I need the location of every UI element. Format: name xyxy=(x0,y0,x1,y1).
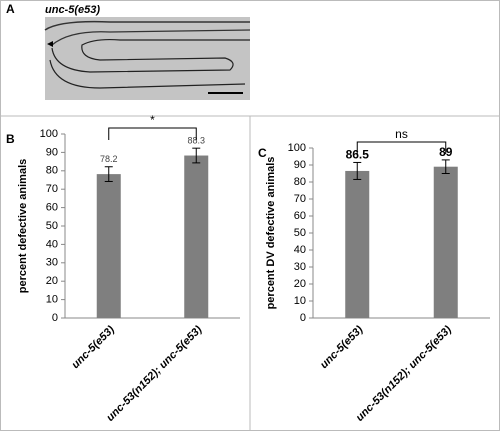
y-tick-label: 60 xyxy=(46,202,58,214)
significance-label: ns xyxy=(395,127,408,141)
y-tick-label: 30 xyxy=(46,257,58,269)
significance-bracket xyxy=(108,127,197,140)
y-tick-label: 10 xyxy=(46,294,58,306)
y-tick-label: 20 xyxy=(46,275,58,287)
bar xyxy=(433,166,458,318)
significance-bracket xyxy=(356,141,447,154)
x-tick-label: unc-5(e53) xyxy=(70,323,118,371)
y-tick-label: 50 xyxy=(294,227,306,239)
value-label: 78.2 xyxy=(100,154,118,164)
y-tick-label: 0 xyxy=(300,312,306,324)
y-tick-label: 70 xyxy=(294,193,306,205)
y-tick-label: 40 xyxy=(294,244,306,256)
y-tick-label: 100 xyxy=(288,142,306,154)
value-label: 86.5 xyxy=(346,148,370,162)
bar xyxy=(184,155,209,318)
y-tick-label: 50 xyxy=(46,220,58,232)
y-tick-label: 10 xyxy=(294,295,306,307)
y-tick-label: 60 xyxy=(294,210,306,222)
value-label: 88.3 xyxy=(187,136,205,146)
y-tick-label: 90 xyxy=(294,159,306,171)
significance-label: * xyxy=(150,113,155,127)
bar xyxy=(345,170,370,318)
y-tick-label: 40 xyxy=(46,238,58,250)
bar xyxy=(96,174,121,318)
image-caption: unc-5(e53) xyxy=(45,4,100,16)
y-tick-label: 100 xyxy=(40,128,58,140)
y-axis-title: percent defective animals xyxy=(17,159,29,294)
y-tick-label: 80 xyxy=(46,165,58,177)
micrograph xyxy=(44,17,251,100)
y-tick-label: 0 xyxy=(52,312,58,324)
panel-label: C xyxy=(258,146,267,160)
panel-label: B xyxy=(6,132,15,146)
x-tick-label: unc-5(e53) xyxy=(318,323,366,371)
x-tick-label: unc-53(n152); unc-5(e53) xyxy=(354,323,454,423)
y-tick-label: 90 xyxy=(46,146,58,158)
panel-label: A xyxy=(6,2,15,16)
y-tick-label: 20 xyxy=(294,278,306,290)
y-tick-label: 80 xyxy=(294,176,306,188)
y-axis-title: percent DV defective animals xyxy=(265,157,277,310)
x-tick-label: unc-53(n152); unc-5(e53) xyxy=(104,323,204,423)
y-tick-label: 30 xyxy=(294,261,306,273)
y-tick-label: 70 xyxy=(46,183,58,195)
